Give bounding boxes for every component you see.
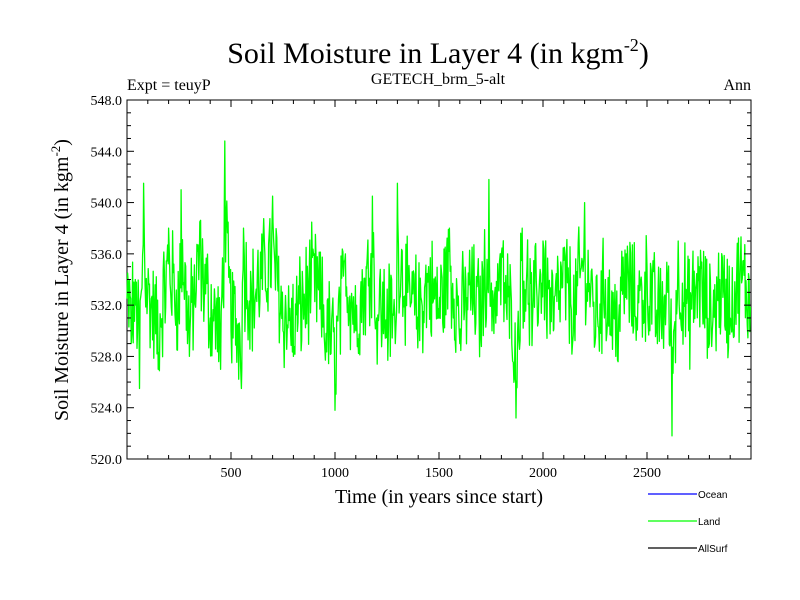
legend-label-land: Land: [698, 517, 720, 528]
y-axis-label: Soil Moisture in Layer 4 (in kgm-2): [48, 139, 73, 421]
x-tick-label: 2000: [529, 466, 557, 481]
y-tick-label: 524.0: [91, 402, 123, 417]
x-axis: 500 1000 1500 2000 2500: [147, 100, 731, 481]
x-tick-label: 1000: [321, 466, 349, 481]
y-axis: 520.0 524.0 528.0 532.0 536.0 540.0 544.0 548.0: [91, 94, 751, 468]
y-tick-label: 532.0: [91, 299, 123, 314]
y-tick-label: 548.0: [91, 94, 123, 109]
chart-title-superscript: -2: [624, 35, 639, 55]
chart-subtitle-left: Expt = teuyP: [127, 77, 211, 94]
chart-subtitle-right: Ann: [723, 77, 751, 94]
y-tick-label: 536.0: [91, 248, 123, 263]
y-axis-label-superscript: -2: [48, 146, 63, 157]
series-line-land: [126, 140, 752, 437]
x-axis-label: Time (in years since start): [335, 486, 543, 508]
y-tick-label: 528.0: [91, 350, 123, 365]
chart-title: Soil Moisture in Layer 4 (in kgm-2): [227, 35, 649, 70]
legend: Ocean Land AllSurf: [648, 490, 728, 555]
x-tick-label: 1500: [425, 466, 453, 481]
chart-subtitle-center: GETECH_brm_5-alt: [371, 71, 506, 88]
x-tick-label: 500: [221, 466, 242, 481]
legend-label-ocean: Ocean: [698, 490, 727, 501]
y-tick-label: 544.0: [91, 145, 123, 160]
plot-area: [126, 99, 752, 460]
y-tick-label: 520.0: [91, 453, 123, 468]
legend-label-allsurf: AllSurf: [698, 544, 728, 555]
y-tick-label: 540.0: [91, 197, 123, 212]
x-tick-label: 2500: [633, 466, 661, 481]
